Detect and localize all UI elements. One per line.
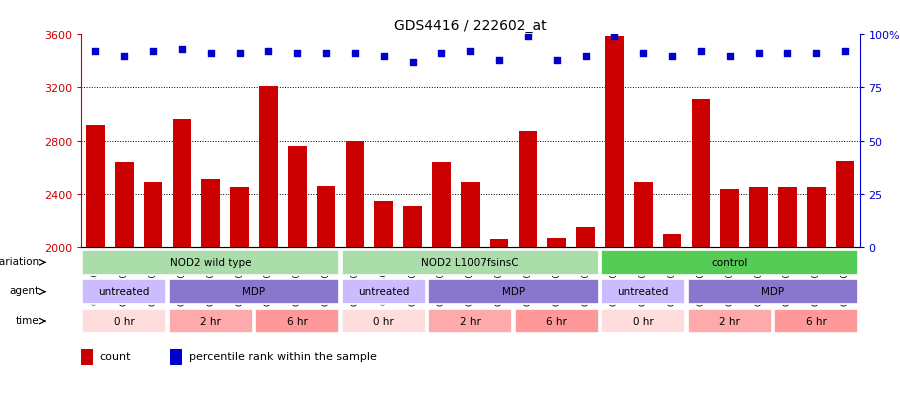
Bar — [601, 250, 859, 275]
Text: NOD2 wild type: NOD2 wild type — [170, 257, 251, 267]
Bar — [601, 309, 685, 334]
Text: time: time — [16, 315, 40, 325]
Text: untreated: untreated — [617, 287, 669, 297]
Point — [203, 51, 218, 57]
Point — [694, 49, 708, 55]
Bar — [342, 280, 426, 304]
Bar — [81, 349, 94, 365]
Text: MDP: MDP — [502, 287, 525, 297]
Text: 2 hr: 2 hr — [719, 316, 740, 326]
Text: MDP: MDP — [242, 287, 266, 297]
Text: control: control — [712, 257, 748, 267]
Point — [405, 59, 419, 66]
Bar — [170, 349, 183, 365]
Point — [146, 49, 160, 55]
Point — [117, 53, 131, 60]
Text: 0 hr: 0 hr — [374, 316, 394, 326]
Bar — [202, 180, 220, 248]
Point — [290, 51, 304, 57]
Bar — [749, 188, 768, 248]
Point — [665, 53, 680, 60]
Bar — [230, 188, 249, 248]
Bar — [836, 161, 854, 248]
Bar — [807, 188, 825, 248]
Point — [463, 49, 477, 55]
Bar — [82, 250, 339, 275]
Text: NOD2 L1007fsinsC: NOD2 L1007fsinsC — [421, 257, 519, 267]
Bar — [515, 309, 598, 334]
Bar — [346, 142, 365, 248]
Point — [492, 57, 507, 64]
Text: 2 hr: 2 hr — [201, 316, 221, 326]
Bar — [428, 309, 512, 334]
Text: untreated: untreated — [358, 287, 410, 297]
Bar — [342, 309, 426, 334]
Bar — [634, 183, 652, 248]
Bar — [662, 235, 681, 248]
Bar — [168, 309, 253, 334]
Bar — [778, 188, 796, 248]
Point — [579, 53, 593, 60]
Bar — [288, 147, 307, 248]
Bar — [601, 280, 685, 304]
Point — [608, 34, 622, 40]
Text: count: count — [100, 351, 131, 361]
Bar — [403, 206, 422, 248]
Point — [838, 49, 852, 55]
Bar — [86, 126, 104, 248]
Bar — [144, 183, 163, 248]
Bar — [461, 183, 480, 248]
Bar — [256, 309, 339, 334]
Text: 6 hr: 6 hr — [546, 316, 567, 326]
Point — [319, 51, 333, 57]
Bar — [82, 280, 166, 304]
Text: untreated: untreated — [99, 287, 150, 297]
Text: 0 hr: 0 hr — [633, 316, 653, 326]
Text: 2 hr: 2 hr — [460, 316, 481, 326]
Bar — [688, 309, 772, 334]
Text: MDP: MDP — [761, 287, 785, 297]
Point — [175, 47, 189, 53]
Bar — [691, 100, 710, 248]
Bar — [115, 163, 133, 248]
Bar — [173, 120, 192, 248]
Bar — [688, 280, 859, 304]
Point — [723, 53, 737, 60]
Point — [434, 51, 448, 57]
Bar — [374, 201, 393, 248]
Title: GDS4416 / 222602_at: GDS4416 / 222602_at — [394, 19, 546, 33]
Text: 6 hr: 6 hr — [806, 316, 827, 326]
Point — [809, 51, 824, 57]
Bar — [168, 280, 339, 304]
Bar — [774, 309, 859, 334]
Point — [261, 49, 275, 55]
Text: 6 hr: 6 hr — [287, 316, 308, 326]
Bar — [518, 132, 537, 248]
Point — [550, 57, 564, 64]
Text: 0 hr: 0 hr — [114, 316, 135, 326]
Bar — [720, 189, 739, 248]
Bar — [490, 240, 508, 248]
Bar — [547, 238, 566, 248]
Bar — [342, 250, 598, 275]
Point — [232, 51, 247, 57]
Point — [376, 53, 391, 60]
Point — [347, 51, 362, 57]
Point — [88, 49, 103, 55]
Bar — [576, 228, 595, 248]
Text: percentile rank within the sample: percentile rank within the sample — [189, 351, 377, 361]
Point — [521, 34, 535, 40]
Point — [636, 51, 651, 57]
Bar — [605, 36, 624, 248]
Bar — [259, 87, 278, 248]
Bar — [432, 163, 451, 248]
Point — [780, 51, 795, 57]
Bar — [317, 187, 336, 248]
Text: genotype/variation: genotype/variation — [0, 256, 40, 266]
Text: agent: agent — [10, 286, 40, 296]
Bar — [428, 280, 598, 304]
Point — [752, 51, 766, 57]
Bar — [82, 309, 166, 334]
